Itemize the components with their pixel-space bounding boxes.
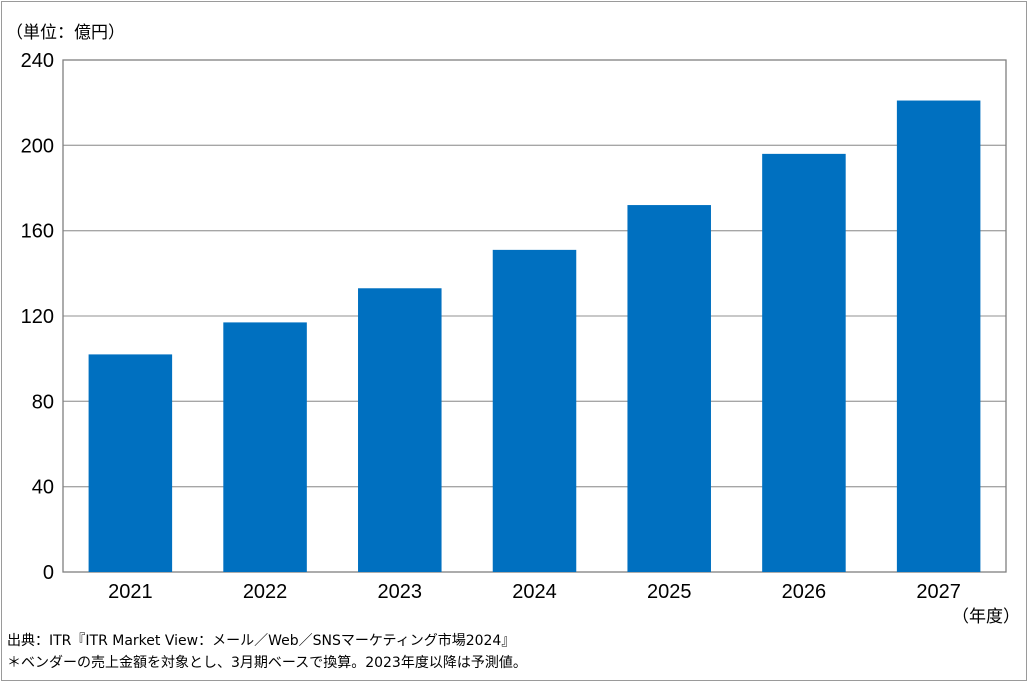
y-tick-label: 0 [43,562,54,584]
source-text: 出典：ITR『ITR Market View：メール／Web／SNSマーケティン… [7,633,516,649]
bar [492,249,577,572]
bar [358,288,442,572]
x-tick-label: 2025 [647,581,692,603]
y-tick-label: 160 [21,221,54,243]
x-tick-label: 2024 [512,581,557,603]
x-tick-label: 2026 [782,581,827,603]
note-text: ＊ベンダーの売上金額を対象とし、3月期ベースで換算。2023年度以降は予測値。 [7,655,527,671]
bar [88,354,173,572]
x-tick-label: 2027 [916,581,961,603]
x-unit-label: （年度） [952,607,1020,627]
x-tick-label: 2023 [378,581,423,603]
y-tick-label: 240 [21,50,54,72]
y-tick-label: 40 [32,477,54,499]
bar [627,205,711,573]
x-tick-label: 2022 [243,581,288,603]
bar [762,153,846,572]
y-tick-label: 200 [21,135,54,157]
bar [223,322,307,572]
y-unit-label: （単位：億円） [6,23,125,43]
y-tick-label: 80 [32,391,54,413]
y-tick-label: 120 [21,306,54,328]
bar [896,100,981,573]
x-tick-label: 2021 [108,581,153,603]
